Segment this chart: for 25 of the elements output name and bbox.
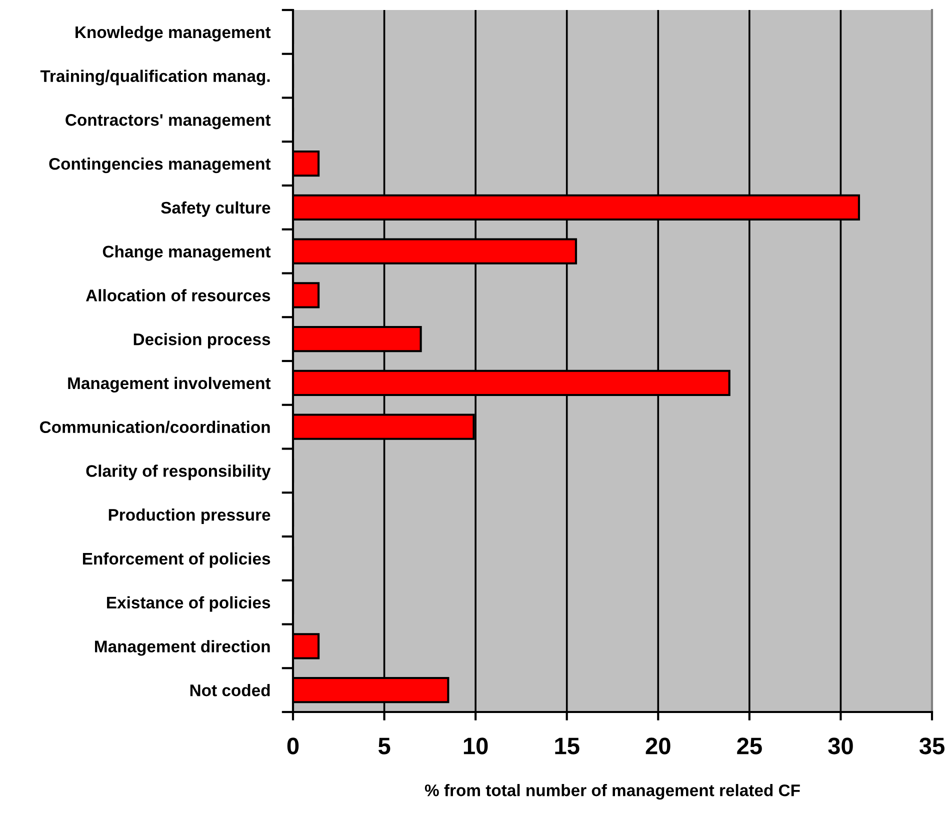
x-tick-label: 5: [378, 738, 390, 754]
y-tick-label: Clarity of responsibility: [86, 464, 271, 480]
x-tick-label: 10: [464, 738, 488, 754]
y-tick-label: Management direction: [95, 640, 270, 656]
y-tick-label: Contractors' management: [66, 114, 271, 130]
x-tick-label: 0: [287, 738, 299, 754]
x-axis-title: % from total number of management related CF: [424, 784, 800, 800]
y-tick-label: Allocation of resources: [86, 289, 270, 302]
x-tick-label: 25: [737, 738, 762, 754]
y-tick-label: Decision process: [134, 333, 270, 349]
y-tick-label: Knowledge management: [76, 26, 271, 42]
y-tick-label: Existance of policies: [107, 596, 270, 612]
y-tick-label: Contingencies management: [49, 158, 271, 174]
y-tick-label: Training/qualification manag.: [40, 70, 270, 86]
y-tick-label: Change management: [102, 245, 271, 261]
x-tick-label: 30: [828, 738, 853, 754]
y-tick-label: Management involvement: [68, 376, 271, 393]
y-tick-label: Not coded: [190, 684, 270, 696]
x-tick-label: 20: [646, 738, 670, 754]
y-tick-label: Production pressure: [108, 508, 270, 524]
y-tick-label: Safety culture: [161, 201, 270, 217]
x-tick-label: 35: [919, 738, 944, 754]
y-tick-label: Enforcement of policies: [82, 552, 270, 568]
y-tick-label: Communication/coordination: [40, 420, 270, 434]
x-tick-label: 15: [555, 738, 580, 754]
